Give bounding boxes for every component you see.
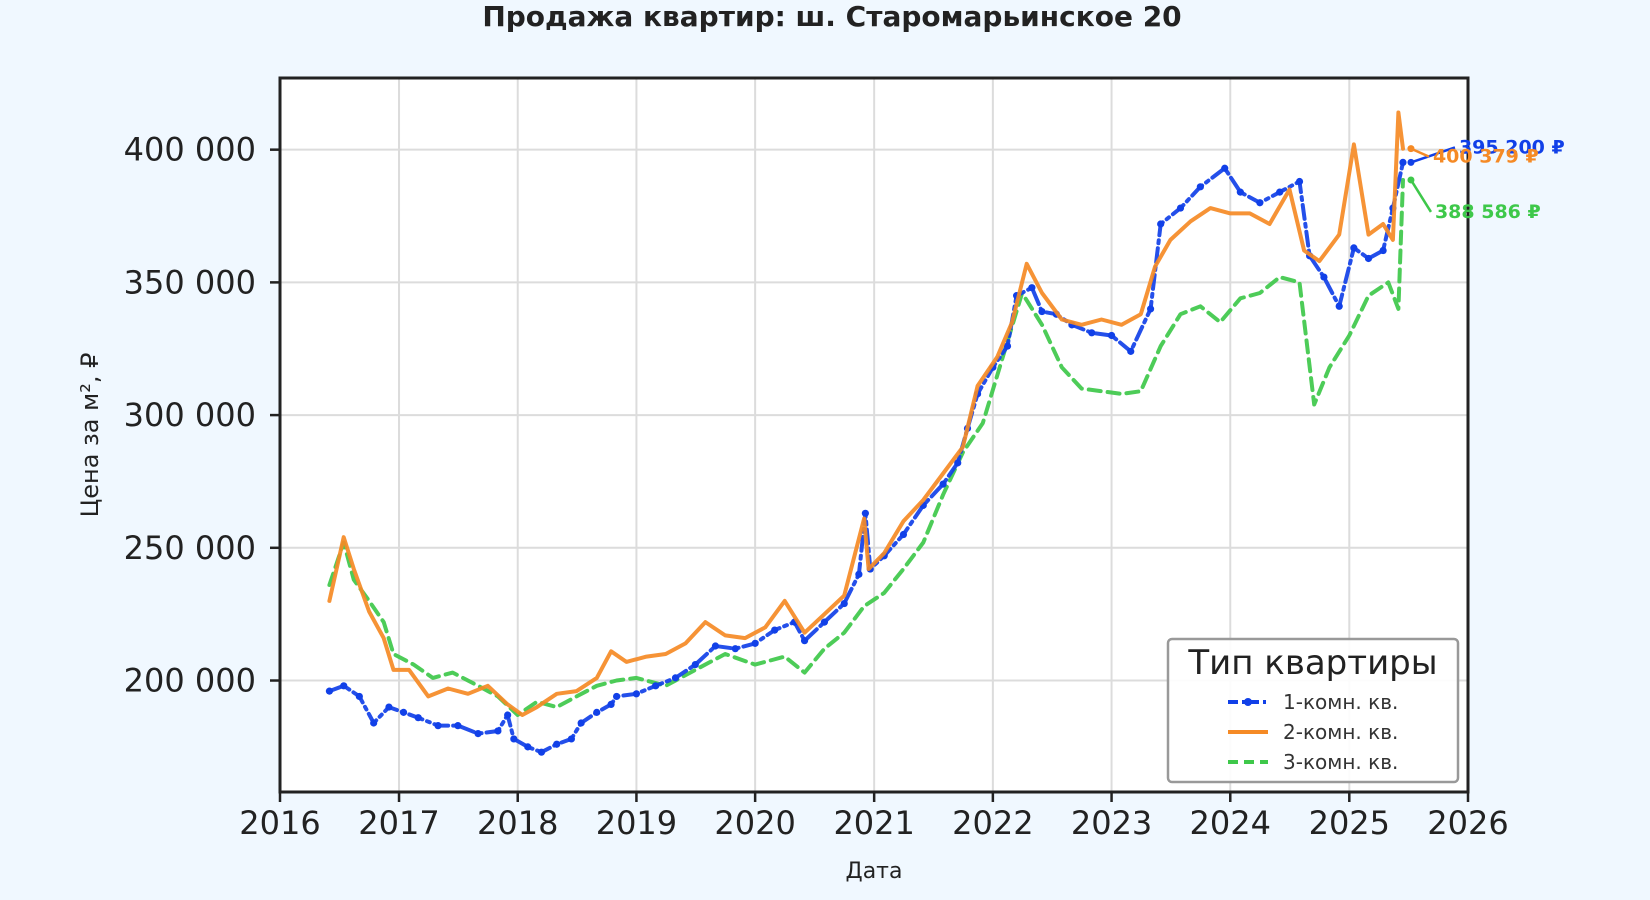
series-point xyxy=(954,459,962,467)
final-value-label: 400 379 ₽ xyxy=(1433,146,1539,168)
final-label-arrow xyxy=(1410,146,1456,164)
x-tick-label: 2016 xyxy=(239,804,320,842)
legend: Тип квартиры 1-комн. кв. 2-комн. кв. 3-ком… xyxy=(1166,637,1460,784)
series-point xyxy=(731,645,739,653)
series-point xyxy=(504,711,512,719)
legend-title: Тип квартиры xyxy=(1187,643,1437,683)
series-point xyxy=(800,637,809,645)
series-point xyxy=(1335,302,1343,310)
series-point xyxy=(1003,342,1012,350)
series-point xyxy=(1276,188,1284,196)
legend-entry: 3-комн. кв. xyxy=(1283,750,1398,774)
series-point xyxy=(567,735,575,743)
series-point xyxy=(840,599,848,608)
series-point xyxy=(1256,199,1264,207)
series-point xyxy=(494,727,502,735)
series-point xyxy=(751,639,759,647)
series-point xyxy=(1320,273,1328,281)
series-point xyxy=(711,642,720,650)
series-point xyxy=(474,730,482,738)
series-point xyxy=(370,719,378,727)
final-label-arrowhead xyxy=(1407,158,1415,166)
x-tick-label: 2018 xyxy=(477,804,558,842)
series-point xyxy=(1295,177,1304,186)
series-point xyxy=(1364,254,1373,263)
series-point xyxy=(855,570,863,578)
series-point xyxy=(399,708,408,716)
legend-box xyxy=(1166,637,1460,784)
series-point xyxy=(1196,183,1204,191)
series-point xyxy=(1176,204,1185,212)
series-point xyxy=(1379,246,1387,255)
series-point xyxy=(1088,329,1096,337)
y-axis-label: Цена за м², ₽ xyxy=(76,353,104,518)
series-point xyxy=(325,687,334,695)
y-tick-label: 300 000 xyxy=(124,396,256,434)
series-point xyxy=(1236,188,1244,196)
series-point xyxy=(1028,284,1036,292)
series-point xyxy=(537,748,546,756)
x-tick-label: 2019 xyxy=(596,804,677,842)
series-point xyxy=(434,722,442,730)
x-tick-label: 2021 xyxy=(833,804,914,842)
series-point xyxy=(524,743,532,751)
y-tick-label: 250 000 xyxy=(124,529,256,567)
series-point xyxy=(1107,331,1116,340)
final-label-arrowhead xyxy=(1407,145,1415,153)
series-point xyxy=(593,708,601,716)
series-point xyxy=(632,690,641,698)
final-value-label: 395 200 ₽ xyxy=(1459,136,1565,158)
series-point xyxy=(577,719,585,727)
series-point xyxy=(899,530,908,539)
x-axis-label: Дата xyxy=(846,859,903,884)
series-point xyxy=(1399,158,1407,167)
x-tick-label: 2024 xyxy=(1190,804,1271,842)
series-point xyxy=(671,674,680,682)
series-point xyxy=(340,682,348,690)
series-point xyxy=(510,735,518,743)
series-point xyxy=(385,703,393,711)
legend-marker xyxy=(1244,698,1252,706)
series-layer xyxy=(325,110,1407,756)
series-point xyxy=(607,700,615,709)
series-point xyxy=(1350,244,1358,252)
x-tick-label: 2025 xyxy=(1309,804,1390,842)
series-point xyxy=(454,722,462,730)
series-point xyxy=(1221,164,1229,172)
x-tick-label: 2023 xyxy=(1071,804,1152,842)
final-value-labels: 395 200 ₽400 379 ₽ 388 586 ₽ xyxy=(1407,136,1565,223)
series-point xyxy=(771,626,779,634)
y-tick-label: 350 000 xyxy=(124,263,256,301)
series-point xyxy=(1146,305,1155,313)
x-tick-label: 2026 xyxy=(1427,804,1508,842)
legend-entry: 2-комн. кв. xyxy=(1283,720,1398,744)
series-point xyxy=(652,682,660,690)
series-point xyxy=(355,692,363,701)
series-point xyxy=(1038,307,1046,316)
y-tick-label: 400 000 xyxy=(124,131,256,169)
series-line-2 xyxy=(327,110,1405,717)
y-axis: 200 000 250 000 300 000 350 000 400 000 xyxy=(124,131,280,700)
series-point xyxy=(553,740,561,748)
y-tick-label: 200 000 xyxy=(124,662,256,700)
x-tick-label: 2020 xyxy=(714,804,795,842)
series-point xyxy=(414,714,422,722)
series-point xyxy=(939,480,947,488)
x-tick-label: 2017 xyxy=(358,804,439,842)
final-label-arrow xyxy=(1409,179,1433,213)
series-point xyxy=(1127,347,1135,355)
final-label-arrowhead xyxy=(1407,176,1415,184)
series-point xyxy=(612,692,621,701)
series-point xyxy=(691,660,699,669)
legend-entry: 1-комн. кв. xyxy=(1283,690,1398,714)
series-point xyxy=(861,509,869,517)
series-point xyxy=(820,618,829,626)
chart-title: Продажа квартир: ш. Старомарьинское 20 xyxy=(482,0,1181,33)
x-axis: 2016 2017 2018 2019 2020 2021 2022 2023 2024 2025… xyxy=(239,792,1509,842)
series-point xyxy=(1157,220,1165,228)
final-value-label: 388 586 ₽ xyxy=(1435,201,1541,223)
x-tick-label: 2022 xyxy=(952,804,1033,842)
